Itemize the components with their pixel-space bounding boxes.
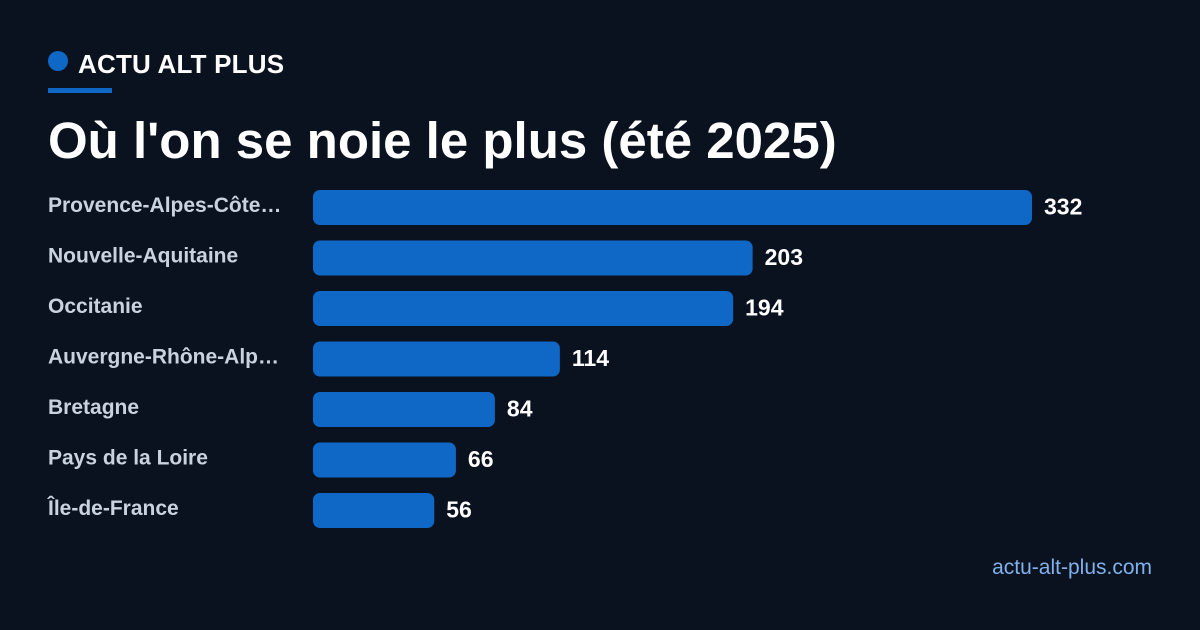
brand-header: ACTU ALT PLUS <box>48 44 284 84</box>
bar <box>313 341 560 377</box>
value-label: 332 <box>1044 194 1082 220</box>
value-label: 203 <box>765 244 803 270</box>
category-label: Pays de la Loire <box>48 447 208 470</box>
category-label: Nouvelle-Aquitaine <box>48 245 238 268</box>
category-label: Auvergne-Rhône-Alp… <box>48 346 279 369</box>
chart-title: Où l'on se noie le plus (été 2025) <box>48 112 837 169</box>
category-label: Île-de-France <box>47 496 179 520</box>
brand-dot-icon <box>48 51 68 71</box>
bar <box>313 442 456 478</box>
value-label: 194 <box>745 295 784 321</box>
value-label: 66 <box>468 446 494 472</box>
bar <box>313 291 734 326</box>
bar <box>313 493 435 528</box>
bar <box>313 392 495 427</box>
category-label: Occitanie <box>48 295 143 318</box>
value-label: 84 <box>507 396 533 422</box>
value-label: 114 <box>572 345 609 371</box>
category-label: Provence-Alpes-Côte… <box>48 194 281 217</box>
footer-site-url[interactable]: actu-alt-plus.com <box>992 556 1152 579</box>
category-label: Bretagne <box>48 396 139 419</box>
value-label: 56 <box>446 497 472 523</box>
brand-underline-divider <box>48 88 112 93</box>
bar <box>313 240 753 276</box>
brand-name: ACTU ALT PLUS <box>78 48 285 79</box>
bar <box>313 190 1032 225</box>
